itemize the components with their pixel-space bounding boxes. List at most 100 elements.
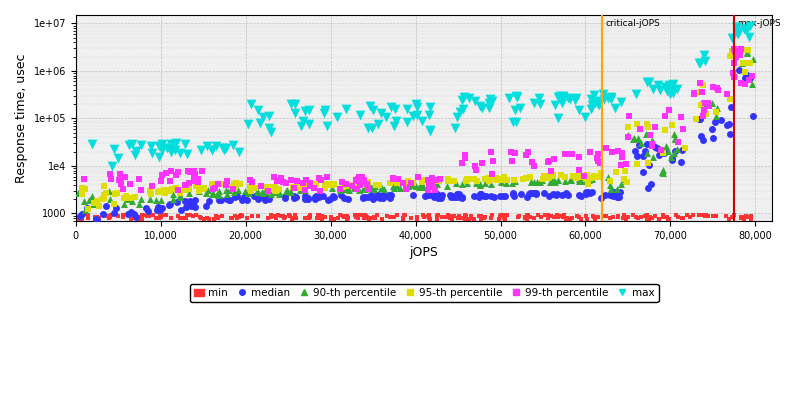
Point	[444, 215, 457, 221]
Point	[603, 178, 616, 184]
Point	[618, 168, 631, 175]
Point	[555, 213, 568, 220]
Point	[375, 110, 388, 116]
Point	[410, 101, 422, 107]
Point	[86, 201, 99, 207]
Point	[338, 214, 350, 221]
Point	[555, 100, 568, 107]
Point	[736, 47, 749, 53]
Point	[358, 186, 371, 192]
Point	[542, 215, 554, 221]
Point	[356, 173, 369, 180]
Point	[735, 60, 748, 67]
Point	[742, 34, 755, 40]
Point	[179, 181, 192, 188]
Point	[632, 215, 645, 222]
Point	[106, 162, 119, 169]
Point	[630, 161, 643, 167]
Point	[430, 191, 443, 198]
Point	[174, 150, 186, 156]
Point	[641, 79, 654, 85]
Point	[654, 146, 666, 152]
Point	[739, 214, 752, 220]
Point	[341, 186, 354, 192]
Point	[192, 179, 205, 186]
Point	[670, 146, 683, 152]
Point	[582, 189, 594, 195]
Point	[484, 176, 497, 182]
Point	[397, 180, 410, 186]
Point	[675, 146, 688, 153]
Point	[482, 105, 495, 111]
Point	[658, 127, 671, 133]
Point	[255, 194, 268, 200]
Point	[341, 185, 354, 192]
Point	[662, 216, 674, 222]
Point	[542, 212, 554, 218]
Point	[228, 189, 241, 195]
Point	[744, 212, 757, 219]
Point	[641, 212, 654, 218]
Point	[270, 215, 282, 221]
Point	[380, 213, 393, 220]
Point	[354, 182, 366, 188]
Point	[611, 214, 624, 220]
Point	[606, 148, 618, 155]
Point	[211, 191, 224, 198]
Point	[641, 150, 654, 156]
Point	[550, 212, 563, 218]
Point	[611, 148, 624, 154]
Point	[248, 193, 261, 200]
Point	[172, 213, 185, 219]
Point	[542, 214, 555, 221]
Point	[192, 176, 205, 182]
Point	[608, 188, 621, 195]
Point	[538, 190, 550, 196]
Point	[272, 189, 285, 196]
Point	[174, 190, 186, 196]
Point	[416, 118, 429, 124]
Point	[728, 74, 741, 80]
Point	[467, 193, 480, 200]
Point	[578, 231, 591, 238]
Point	[566, 215, 578, 221]
Point	[535, 177, 548, 184]
Point	[558, 211, 570, 218]
Point	[309, 195, 322, 202]
Point	[729, 24, 742, 30]
Point	[350, 177, 362, 184]
Point	[733, 52, 746, 58]
Point	[199, 190, 212, 197]
Point	[278, 193, 291, 200]
Point	[410, 216, 423, 222]
Point	[555, 192, 568, 198]
Point	[371, 212, 384, 218]
Point	[302, 182, 314, 188]
Point	[117, 213, 130, 220]
Point	[654, 86, 666, 93]
Point	[460, 180, 473, 186]
Point	[152, 189, 165, 196]
Point	[632, 142, 645, 148]
Point	[456, 194, 469, 200]
Point	[429, 192, 442, 198]
Point	[257, 190, 270, 196]
Point	[672, 139, 685, 146]
Point	[372, 192, 385, 198]
Point	[667, 149, 680, 156]
Point	[523, 173, 536, 180]
Point	[652, 82, 665, 88]
Point	[288, 101, 301, 108]
Point	[124, 194, 137, 201]
Point	[530, 190, 542, 197]
Point	[354, 112, 366, 118]
Point	[310, 215, 323, 221]
Point	[727, 74, 740, 80]
Point	[387, 182, 400, 189]
Point	[109, 191, 122, 197]
Point	[539, 212, 552, 219]
Point	[184, 169, 197, 176]
Point	[376, 216, 389, 222]
Point	[134, 141, 147, 148]
Point	[357, 194, 370, 201]
